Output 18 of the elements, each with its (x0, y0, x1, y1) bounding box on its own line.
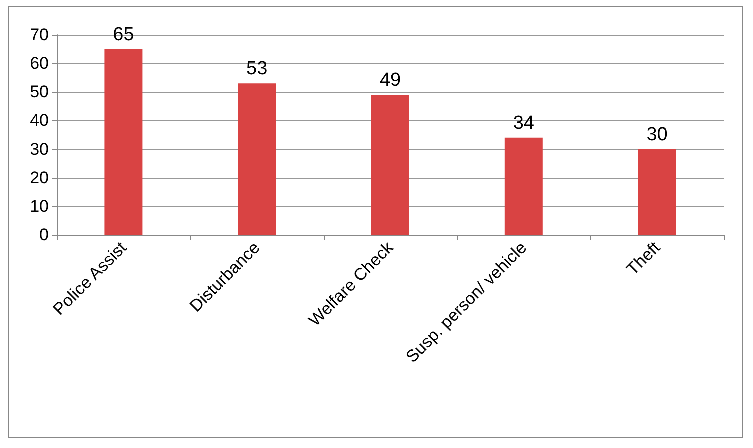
data-label: 30 (646, 124, 668, 146)
y-tick-label: 60 (30, 54, 49, 74)
data-label: 65 (113, 24, 134, 46)
y-tick-label: 20 (30, 168, 49, 188)
bar (372, 95, 410, 235)
bar (504, 138, 543, 235)
bar (238, 84, 276, 235)
y-tick-label: 30 (30, 140, 49, 159)
y-tick-label: 0 (40, 226, 49, 244)
data-label: 53 (246, 58, 268, 80)
y-tick-label: 10 (30, 196, 49, 216)
data-label: 49 (380, 70, 402, 91)
y-tick-label: 70 (30, 26, 49, 44)
bar (638, 149, 676, 235)
y-tick-label: 40 (30, 111, 49, 130)
data-label: 34 (513, 112, 535, 134)
bar (104, 49, 143, 235)
y-tick-label: 50 (30, 82, 49, 102)
